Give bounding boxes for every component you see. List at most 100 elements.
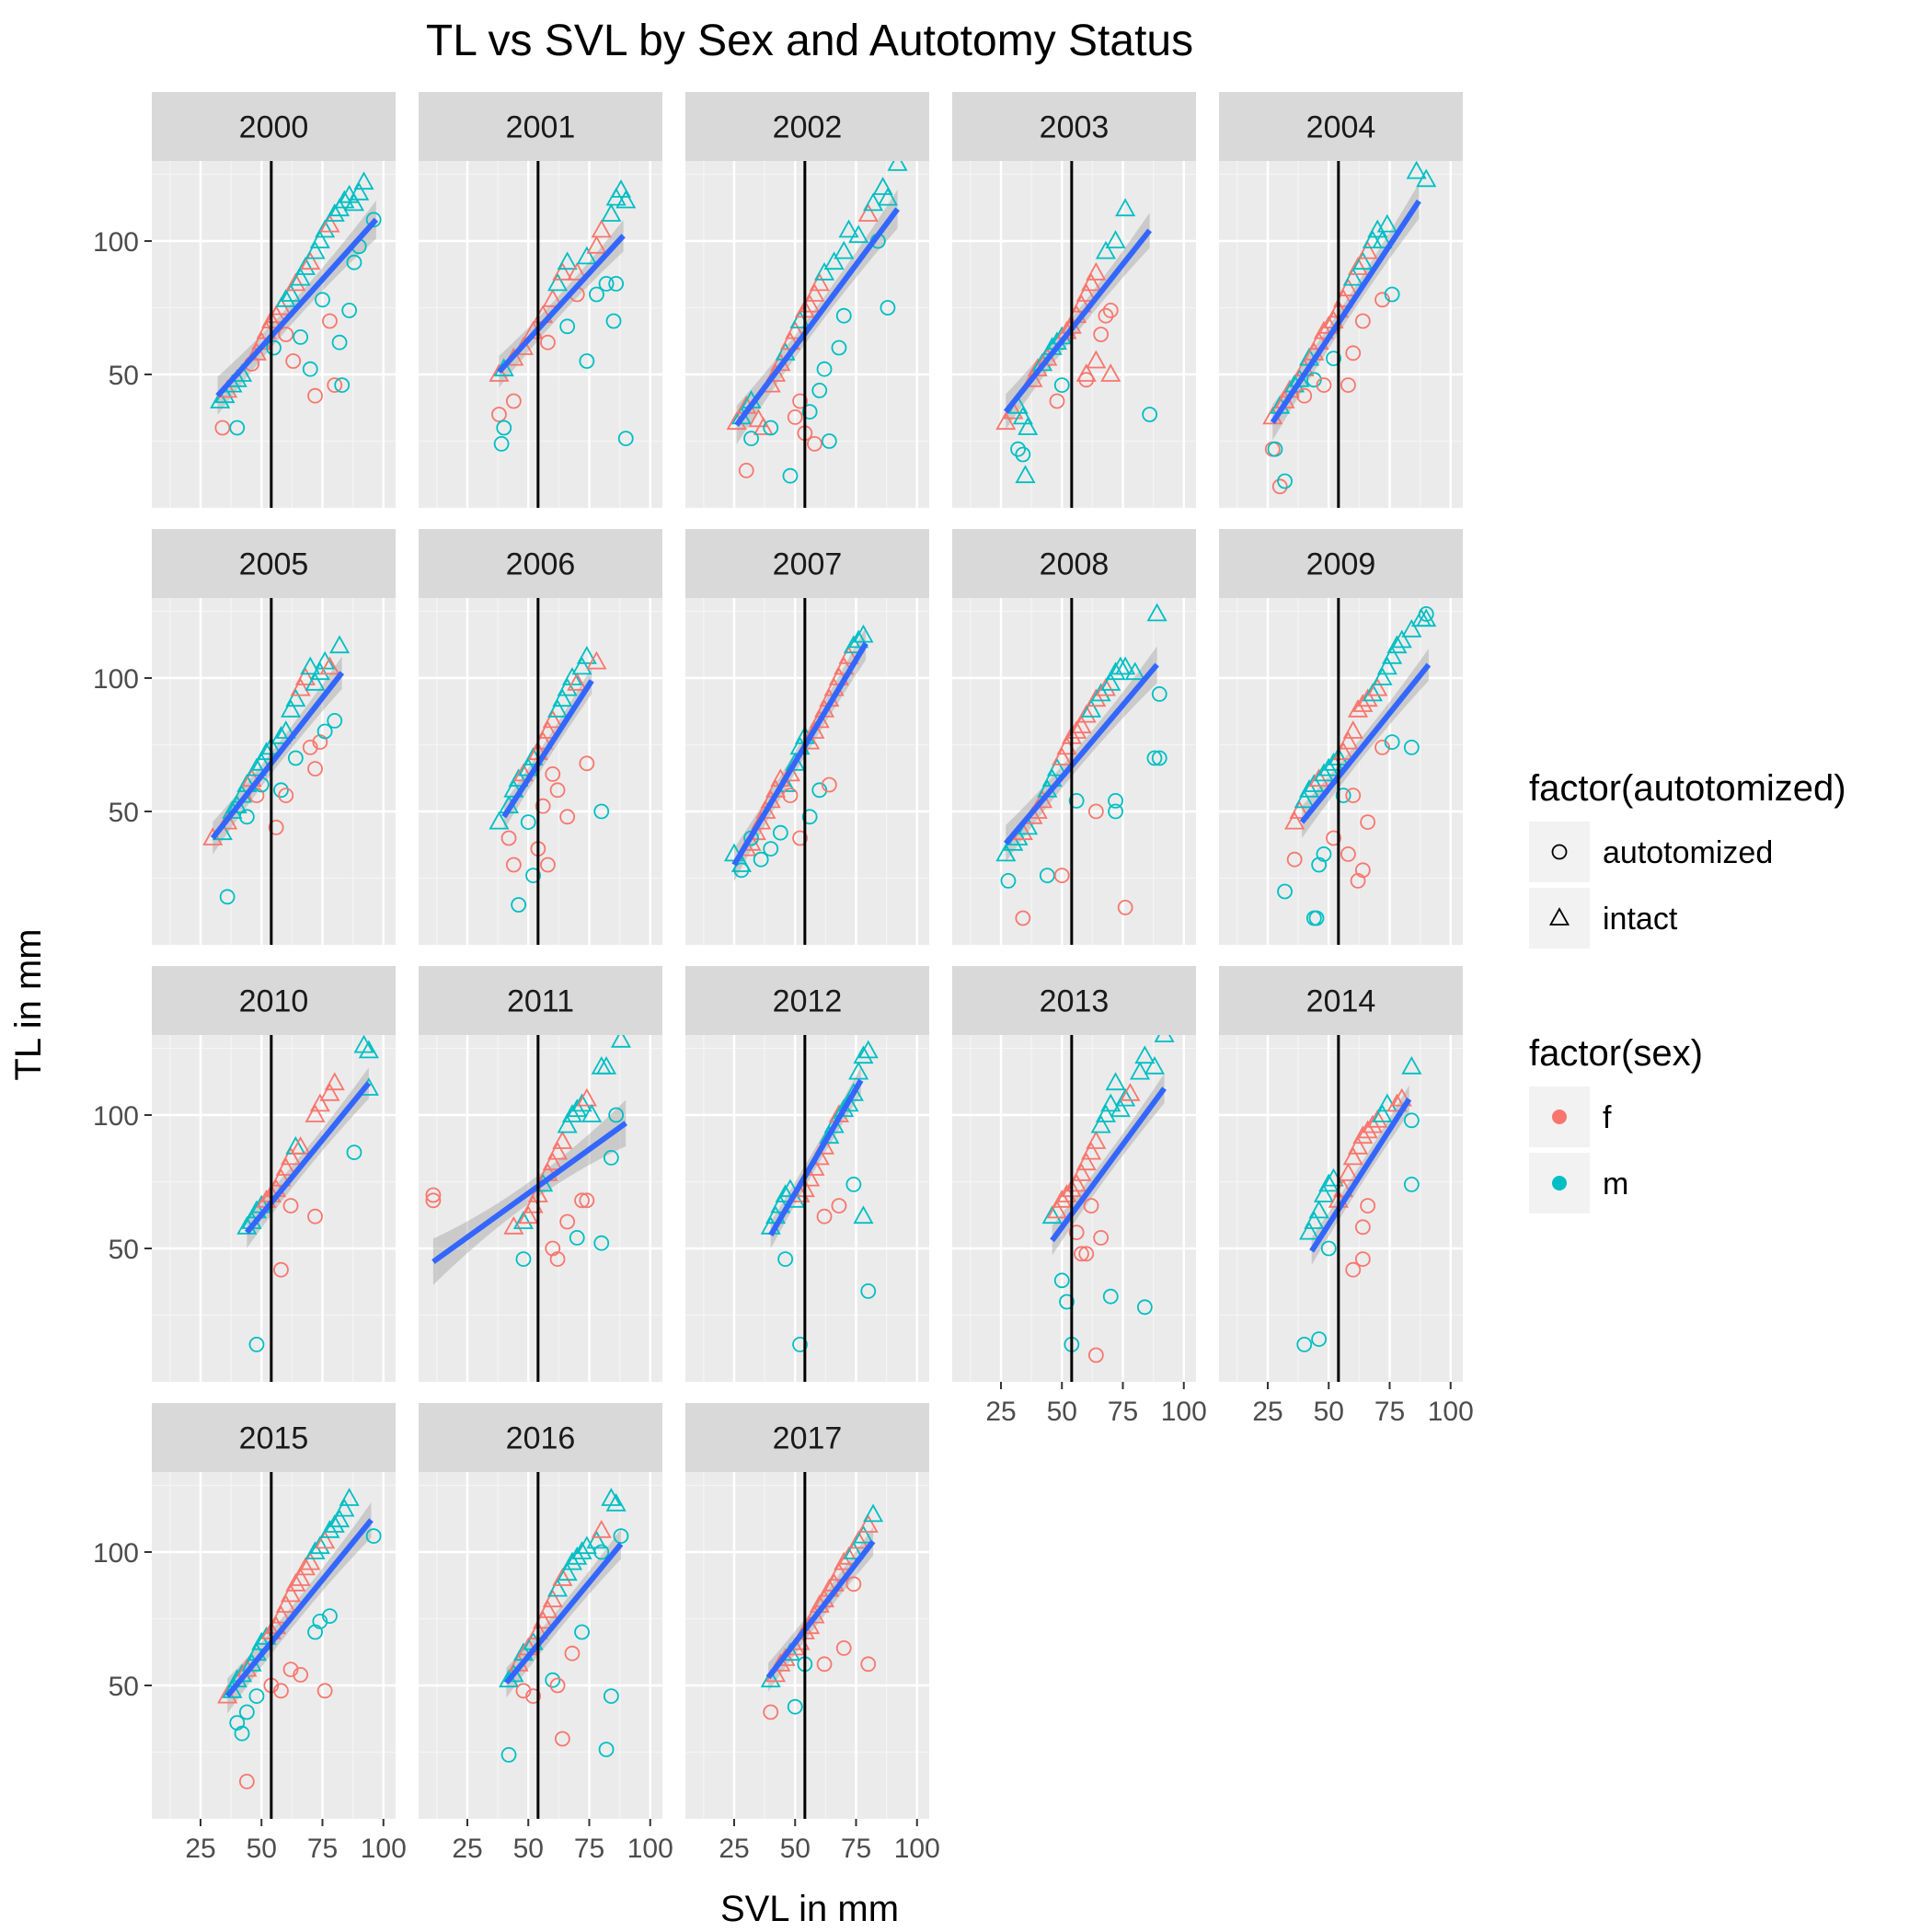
data-point-f-autotomized xyxy=(792,830,808,846)
data-point-f-autotomized xyxy=(1345,345,1362,362)
data-point-m-intact xyxy=(309,661,330,681)
data-point-m-autotomized xyxy=(1308,910,1325,926)
data-point-m-autotomized xyxy=(493,435,510,452)
data-point-f-intact xyxy=(1032,789,1053,809)
data-point-m-autotomized xyxy=(605,313,622,329)
data-point-f-autotomized xyxy=(1360,814,1376,830)
facet-panel: 2007 xyxy=(685,529,929,945)
data-point-m-intact xyxy=(1154,1035,1175,1042)
facet-strip xyxy=(685,529,929,598)
data-point-m-autotomized xyxy=(1142,407,1158,422)
data-point-m-intact xyxy=(343,192,364,212)
data-point-f-intact xyxy=(319,1082,340,1101)
data-point-f-intact xyxy=(542,709,563,729)
panel-plot-area xyxy=(489,598,610,945)
facet-strip xyxy=(419,1403,662,1472)
data-point-f-intact xyxy=(1357,1120,1378,1139)
data-point-m-intact xyxy=(1110,1098,1131,1118)
legend-label-f: f xyxy=(1603,1100,1612,1135)
data-point-f-intact xyxy=(848,1530,869,1549)
data-point-m-autotomized xyxy=(1320,1240,1337,1257)
data-point-f-intact xyxy=(285,1572,306,1592)
data-point-f-intact xyxy=(1357,240,1378,259)
legend-key-bg xyxy=(1529,888,1590,949)
facet-strip xyxy=(152,529,396,598)
data-point-f-intact xyxy=(512,763,534,782)
data-point-f-intact xyxy=(552,1131,573,1149)
facet-strip-label: 2014 xyxy=(1306,984,1376,1019)
data-point-m-autotomized xyxy=(1403,740,1420,755)
data-point-f-autotomized xyxy=(554,1731,570,1747)
data-point-m-intact xyxy=(1130,1061,1151,1080)
data-point-m-intact xyxy=(1318,757,1340,776)
data-point-m-autotomized xyxy=(1335,788,1351,803)
data-point-f-autotomized xyxy=(549,1251,566,1267)
data-point-m-autotomized xyxy=(346,1144,362,1160)
data-point-f-autotomized xyxy=(782,788,799,803)
data-point-m-intact xyxy=(334,1498,355,1517)
data-point-m-intact xyxy=(557,251,578,270)
data-point-m-intact xyxy=(596,1055,617,1075)
data-point-m-intact xyxy=(1115,198,1136,217)
data-point-f-autotomized xyxy=(1087,1347,1104,1363)
data-point-m-intact xyxy=(1376,1093,1397,1112)
data-point-m-autotomized xyxy=(1151,750,1167,766)
facet-strip xyxy=(1219,529,1463,598)
panel-plot-area xyxy=(995,161,1158,508)
facet-strip xyxy=(685,92,929,161)
data-point-f-autotomized xyxy=(1340,846,1356,862)
data-point-f-intact xyxy=(1362,1114,1383,1133)
data-point-f-autotomized xyxy=(1053,868,1070,883)
facet-strip-label: 2003 xyxy=(1040,110,1110,145)
data-point-f-autotomized xyxy=(821,776,837,793)
data-point-m-intact xyxy=(872,177,893,195)
data-point-m-autotomized xyxy=(777,1251,794,1267)
x-axis-label: SVL in mm xyxy=(720,1889,899,1929)
data-point-m-intact xyxy=(281,698,302,718)
data-point-m-intact xyxy=(1100,672,1121,691)
data-point-f-autotomized xyxy=(1354,313,1371,329)
x-tick-label: 25 xyxy=(719,1834,749,1864)
data-point-f-autotomized xyxy=(1074,1246,1089,1262)
data-point-m-intact xyxy=(557,677,578,696)
panel-plot-area xyxy=(1041,1035,1175,1382)
data-point-m-autotomized xyxy=(525,868,541,883)
data-point-f-autotomized xyxy=(579,755,595,772)
data-point-m-autotomized xyxy=(589,286,604,303)
data-point-m-intact xyxy=(1372,1104,1393,1122)
data-point-m-intact xyxy=(576,246,597,265)
data-point-m-intact xyxy=(1406,161,1427,179)
x-tick-label: 50 xyxy=(780,1834,811,1864)
data-point-m-intact xyxy=(547,272,569,292)
data-point-f-intact xyxy=(552,261,573,281)
data-point-m-intact xyxy=(571,1541,592,1559)
data-point-f-autotomized xyxy=(268,820,284,835)
legend-key-bg xyxy=(1529,822,1590,882)
data-point-m-intact xyxy=(1090,1114,1111,1133)
data-point-m-autotomized xyxy=(1305,372,1322,388)
data-point-f-autotomized xyxy=(540,334,556,351)
data-point-m-autotomized xyxy=(1146,750,1163,766)
data-point-f-autotomized xyxy=(1102,302,1119,318)
panel-background xyxy=(685,598,929,945)
data-point-m-intact xyxy=(508,768,529,788)
data-point-f-autotomized xyxy=(1078,1246,1095,1262)
data-point-m-autotomized xyxy=(229,420,246,436)
data-point-m-intact xyxy=(281,283,302,302)
data-point-m-autotomized xyxy=(327,713,343,729)
facet-strip xyxy=(1219,92,1463,161)
data-point-f-intact xyxy=(1022,368,1043,387)
data-point-m-intact xyxy=(1105,230,1126,248)
data-point-f-intact xyxy=(576,1087,597,1107)
data-point-m-autotomized xyxy=(1277,883,1293,900)
data-point-m-intact xyxy=(863,1503,884,1523)
facet-strip-label: 2001 xyxy=(506,110,576,145)
data-point-m-autotomized xyxy=(287,750,304,766)
data-point-f-intact xyxy=(838,645,859,664)
data-point-f-intact xyxy=(1289,800,1310,819)
x-tick-label: 100 xyxy=(1161,1397,1207,1427)
x-tick-label: 75 xyxy=(1374,1397,1405,1427)
data-point-f-autotomized xyxy=(763,1704,779,1720)
regression-line xyxy=(734,207,900,427)
data-point-m-intact xyxy=(1090,683,1111,702)
